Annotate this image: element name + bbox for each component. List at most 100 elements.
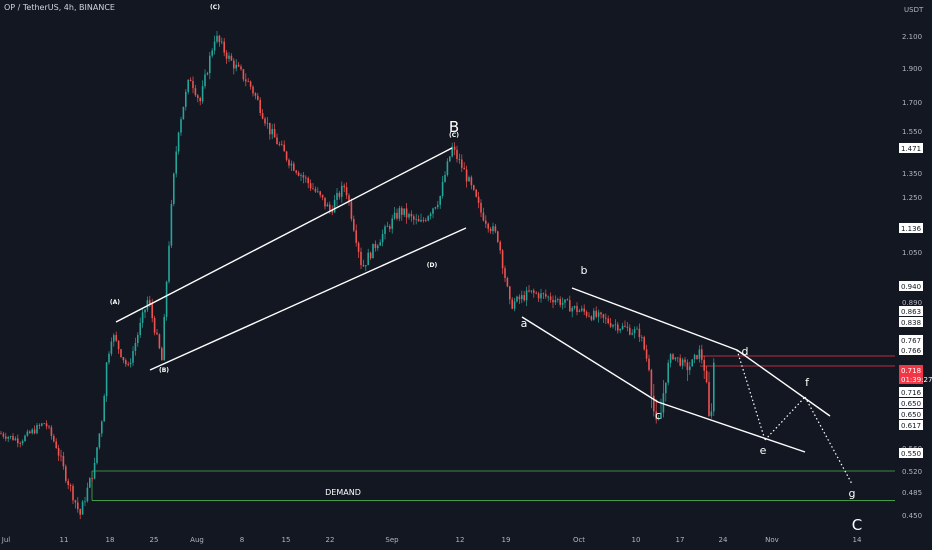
candle-body	[153, 317, 156, 333]
candle-body	[631, 333, 633, 335]
candle-body	[21, 441, 24, 444]
x-tick-label: 25	[150, 536, 159, 544]
candle-body	[432, 208, 434, 214]
candle-body	[48, 426, 50, 428]
wave-label: C	[852, 516, 862, 534]
price-tag	[899, 420, 923, 430]
y-tick-label: 0.890	[902, 299, 922, 307]
candle-body	[180, 119, 182, 133]
candle-body	[93, 462, 96, 479]
candle-body	[384, 226, 386, 234]
x-tick-label: Oct	[573, 536, 585, 544]
candle-body	[43, 423, 45, 425]
candle-body	[489, 228, 492, 232]
candle-body	[338, 192, 341, 197]
candle-body	[254, 93, 257, 96]
price-tag	[899, 448, 923, 458]
candle-body	[602, 314, 605, 318]
candle-body	[33, 429, 36, 434]
candle-body	[91, 478, 93, 479]
candle-body	[408, 213, 410, 218]
candle-body	[108, 353, 110, 363]
candle-body	[158, 334, 161, 349]
candle-body	[163, 316, 165, 361]
candle-body	[228, 55, 230, 59]
candle-body	[434, 207, 437, 209]
candle-body	[45, 423, 48, 427]
candle-body	[624, 325, 626, 327]
wave-label: (B)	[159, 367, 169, 374]
y-tick-label: 1.350	[902, 170, 922, 178]
price-tag	[899, 281, 923, 291]
candle-body	[470, 177, 473, 186]
candle-body	[633, 329, 636, 334]
price-tag-label: 0.550	[901, 450, 921, 458]
candle-body	[307, 178, 309, 184]
candle-body	[660, 412, 662, 419]
candle-body	[511, 299, 513, 309]
candle-body	[590, 316, 593, 320]
x-tick-label: 19	[502, 536, 511, 544]
candle-body	[165, 281, 168, 317]
candle-body	[134, 342, 137, 352]
candle-body	[523, 295, 525, 301]
candle-body	[501, 250, 504, 269]
candle-body	[278, 144, 281, 145]
candle-body	[449, 156, 451, 162]
candle-body	[321, 194, 324, 198]
candle-body	[125, 360, 127, 365]
candle-body	[401, 208, 403, 215]
candle-body	[293, 163, 295, 171]
candle-body	[662, 393, 665, 413]
candle-body	[17, 438, 19, 444]
candle-body	[312, 188, 314, 190]
candle-body	[420, 219, 422, 222]
candle-body	[547, 296, 549, 298]
candle-body	[533, 290, 535, 293]
candle-body	[324, 197, 326, 207]
candle-body	[81, 501, 84, 515]
candle-body	[65, 466, 67, 481]
candle-body	[57, 448, 60, 456]
x-tick-label: 10	[632, 536, 641, 544]
candle-body	[405, 208, 408, 218]
candle-body	[528, 290, 530, 292]
wave-label: b	[581, 264, 588, 277]
price-tag-label: 0.940	[901, 283, 921, 291]
x-tick-label: 17	[676, 536, 685, 544]
candle-body	[537, 293, 540, 299]
candle-body	[372, 243, 374, 259]
candle-body	[437, 204, 439, 208]
candle-body	[343, 185, 345, 188]
candle-body	[113, 335, 115, 342]
candle-body	[377, 245, 379, 249]
price-tag	[899, 398, 923, 408]
candle-body	[506, 278, 509, 287]
candle-body	[689, 366, 691, 371]
candle-body	[144, 309, 146, 313]
candle-body	[360, 251, 362, 266]
candle-body	[641, 337, 643, 338]
candle-body	[386, 226, 389, 228]
time-axis: Jul 11 18 25 Aug 8 15 22 Sep 12 19 Oct 10 17 24 Nov 14	[1, 536, 862, 544]
candle-body	[225, 52, 228, 59]
candle-body	[638, 328, 641, 338]
candle-body	[571, 307, 573, 312]
candle-body	[475, 189, 477, 197]
candle-body	[101, 421, 103, 434]
price-tag	[899, 317, 923, 327]
candle-body	[609, 323, 612, 327]
candle-body	[319, 191, 321, 195]
candle-body	[237, 64, 240, 67]
candle-body	[53, 435, 55, 442]
candle-body	[117, 340, 120, 350]
candle-body	[554, 300, 557, 303]
candle-body	[629, 327, 631, 335]
candle-body	[677, 357, 679, 359]
projection-line	[764, 396, 806, 441]
price-tag	[899, 409, 923, 419]
price-tag-label: 0.766	[901, 347, 922, 355]
candle-body	[422, 219, 425, 221]
candle-body	[499, 241, 501, 251]
